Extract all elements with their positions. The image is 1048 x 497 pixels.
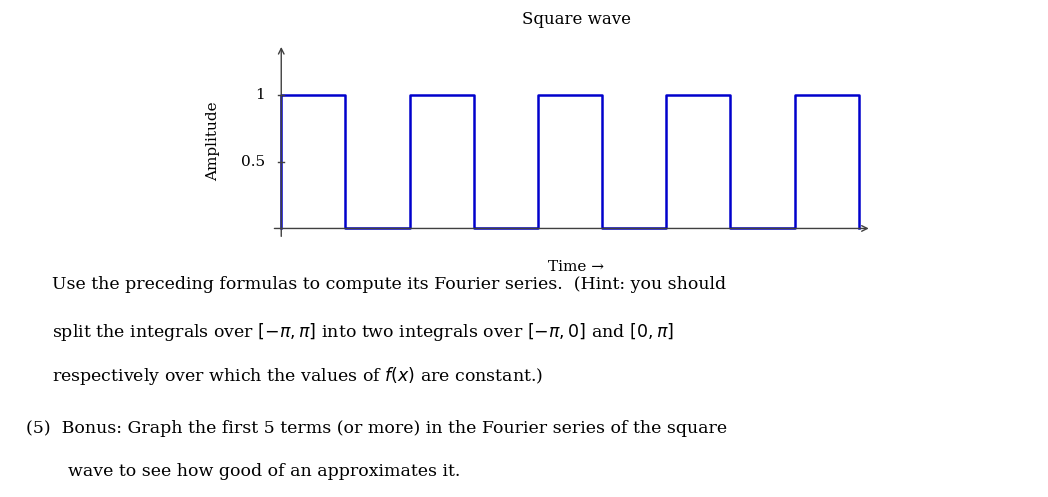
Text: (5)  Bonus: Graph the first 5 terms (or more) in the Fourier series of the squar: (5) Bonus: Graph the first 5 terms (or m…: [26, 420, 727, 437]
Title: Square wave: Square wave: [522, 10, 631, 28]
Text: wave to see how good of an approximates it.: wave to see how good of an approximates …: [68, 463, 460, 480]
Text: split the integrals over $[-\pi, \pi]$ into two integrals over $[-\pi, 0]$ and $: split the integrals over $[-\pi, \pi]$ i…: [52, 321, 674, 342]
Text: 1: 1: [256, 88, 265, 102]
Text: 0.5: 0.5: [241, 155, 265, 168]
X-axis label: Time →: Time →: [548, 259, 605, 274]
Y-axis label: Amplitude: Amplitude: [206, 102, 220, 181]
Text: respectively over which the values of $f(x)$ are constant.): respectively over which the values of $f…: [52, 365, 544, 387]
Text: Use the preceding formulas to compute its Fourier series.  (Hint: you should: Use the preceding formulas to compute it…: [52, 276, 726, 293]
